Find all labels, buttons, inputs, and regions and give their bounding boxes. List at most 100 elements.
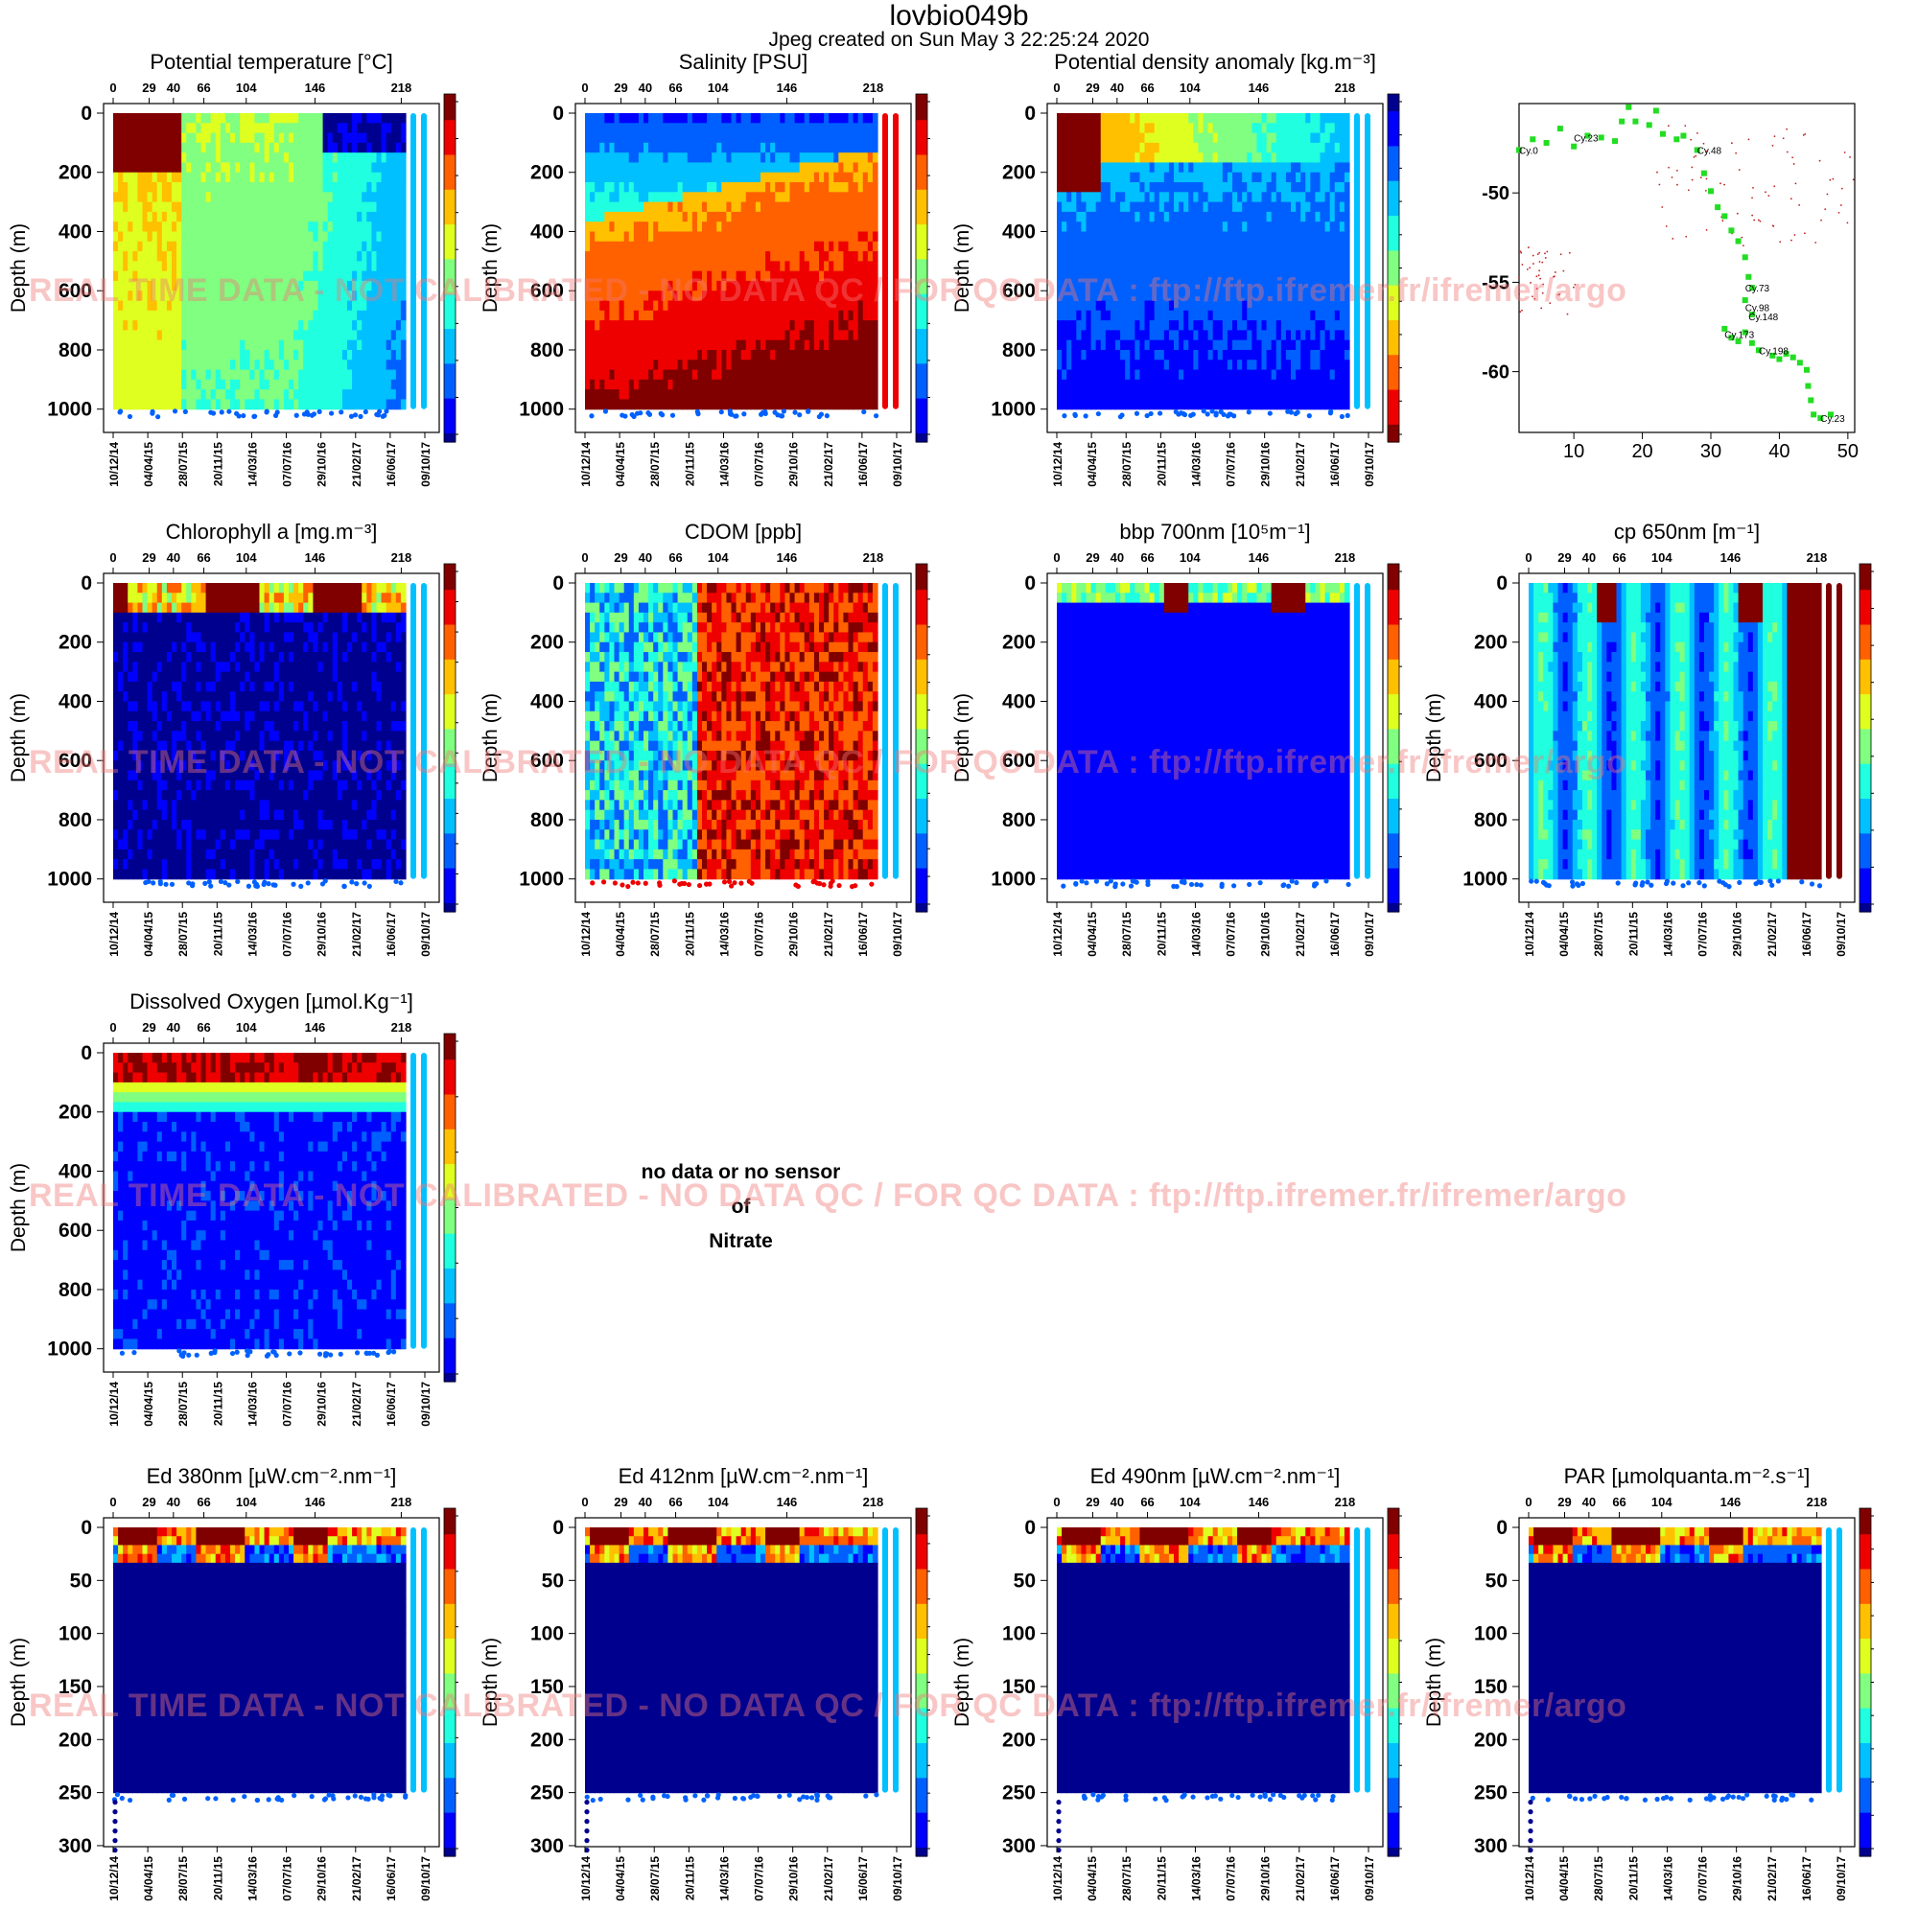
heatmap-cell xyxy=(775,113,781,124)
heatmap-cell xyxy=(1198,133,1204,144)
heatmap-cell xyxy=(225,212,231,222)
heatmap-cell xyxy=(284,221,290,232)
heatmap-cell xyxy=(863,242,869,252)
heatmap-cell xyxy=(702,173,708,183)
heatmap-cell xyxy=(609,320,615,331)
heatmap-cell xyxy=(313,202,318,213)
heatmap-cell xyxy=(1155,133,1160,144)
heatmap-cell xyxy=(702,113,708,124)
heatmap-cell xyxy=(1081,123,1087,133)
heatmap-cell xyxy=(795,221,801,232)
heatmap-cell xyxy=(382,143,387,153)
heatmap-cell xyxy=(342,271,348,282)
heatmap-cell xyxy=(1150,162,1156,173)
heatmap-cell xyxy=(260,389,266,400)
heatmap-cell xyxy=(1134,143,1140,153)
heatmap-cell xyxy=(1115,399,1121,409)
heatmap-cell xyxy=(1198,340,1204,351)
heatmap-cell xyxy=(303,242,309,252)
heatmap-cell xyxy=(599,152,605,163)
heatmap-cell xyxy=(639,123,644,133)
heatmap-cell xyxy=(1134,173,1140,183)
heatmap-cell xyxy=(1188,133,1194,144)
heatmap-cell xyxy=(303,330,309,340)
heatmap-cell xyxy=(683,271,689,282)
heatmap-cell xyxy=(1198,399,1204,409)
heatmap-cell xyxy=(673,113,679,124)
heatmap-cell xyxy=(289,399,294,409)
heatmap-cell xyxy=(692,113,698,124)
heatmap-cell xyxy=(854,202,859,213)
heatmap-cell xyxy=(663,152,668,163)
heatmap-cell xyxy=(1091,271,1097,282)
heatmap-cells xyxy=(1057,113,1350,409)
heatmap-cell xyxy=(362,202,367,213)
heatmap-cell xyxy=(868,113,874,124)
heatmap-cell xyxy=(240,261,246,271)
heatmap-cell xyxy=(260,320,266,331)
heatmap-cell xyxy=(683,251,689,262)
heatmap-cell xyxy=(162,291,168,301)
heatmap-cell xyxy=(221,261,226,271)
colorbar-cell xyxy=(916,329,927,338)
heatmap-cell xyxy=(683,340,689,351)
heatmap-cell xyxy=(293,281,299,291)
heatmap-cell xyxy=(678,340,684,351)
heatmap-cell xyxy=(1062,182,1067,193)
heatmap-cell xyxy=(1193,242,1199,252)
heatmap-cell xyxy=(254,291,260,301)
heatmap-cell xyxy=(396,231,402,242)
y-tick-label: 1000 xyxy=(519,399,564,421)
heatmap-cell xyxy=(707,212,713,222)
heatmap-cell xyxy=(274,271,280,282)
heatmap-cell xyxy=(1125,380,1131,390)
heatmap-cell xyxy=(1155,123,1160,133)
heatmap-cell xyxy=(1071,143,1077,153)
heatmap-cell xyxy=(186,162,192,173)
heatmap-cell xyxy=(1145,182,1151,193)
heatmap-cell xyxy=(673,311,679,321)
heatmap-cell xyxy=(732,133,737,144)
heatmap-cell xyxy=(357,291,363,301)
heatmap-cell xyxy=(401,242,407,252)
heatmap-cell xyxy=(795,370,801,381)
heatmap-cell xyxy=(843,143,849,153)
colorbar-cell xyxy=(444,120,456,129)
heatmap-cell xyxy=(683,261,689,271)
heatmap-cell xyxy=(338,311,343,321)
heatmap-cell xyxy=(1179,212,1184,222)
heatmap-cell xyxy=(604,143,610,153)
heatmap-cell xyxy=(726,281,732,291)
heatmap-cell xyxy=(770,320,776,331)
heatmap-cell xyxy=(800,330,806,340)
heatmap-cell xyxy=(746,162,752,173)
heatmap-cell xyxy=(732,212,737,222)
colorbar-cell xyxy=(916,207,927,217)
heatmap-cell xyxy=(819,143,825,153)
heatmap-cell xyxy=(328,370,334,381)
heatmap-cell xyxy=(604,212,610,222)
heatmap-cell xyxy=(289,231,294,242)
colorbar-cell xyxy=(916,312,927,321)
heatmap-cell xyxy=(653,340,659,351)
heatmap-cell xyxy=(1150,271,1156,282)
heatmap-cell xyxy=(1106,360,1111,370)
heatmap-cell xyxy=(201,389,207,400)
heatmap-cell xyxy=(800,311,806,321)
heatmap-cell xyxy=(269,251,275,262)
heatmap-cell xyxy=(868,133,874,144)
heatmap-cell xyxy=(1155,113,1160,124)
colorbar-cell xyxy=(916,294,927,304)
heatmap-cell xyxy=(760,123,766,133)
heatmap-cell xyxy=(196,173,201,183)
heatmap-cell xyxy=(732,123,737,133)
heatmap-cell xyxy=(181,231,187,242)
heatmap-cell xyxy=(692,311,698,321)
heatmap-cell xyxy=(113,350,119,361)
heatmap-cell xyxy=(1213,380,1219,390)
heatmap-cell xyxy=(683,162,689,173)
heatmap-cell xyxy=(678,261,684,271)
heatmap-cell xyxy=(362,330,367,340)
heatmap-cell xyxy=(123,330,129,340)
heatmap-cell xyxy=(1223,350,1228,361)
